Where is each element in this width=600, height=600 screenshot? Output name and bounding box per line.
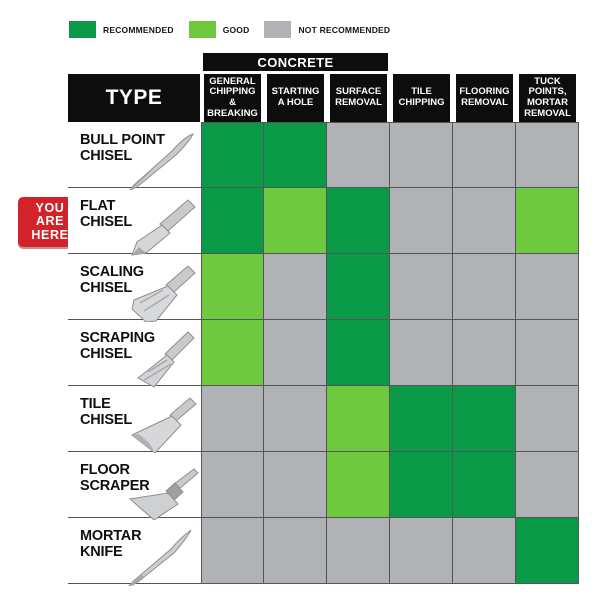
status-cell [390,452,453,518]
status-cell [327,320,390,386]
status-cell [453,518,516,584]
not_recommended-swatch-icon [264,21,292,38]
row-label: SCALING CHISEL [80,264,144,296]
status-cell [516,320,579,386]
status-cell [264,386,327,452]
type-column-header: TYPE [68,74,200,122]
status-cell [516,386,579,452]
status-cell [516,254,579,320]
legend-item: RECOMMENDED [69,21,174,38]
row-label-cell: FLAT CHISEL [68,188,201,256]
status-cell [453,452,516,518]
status-cell [516,188,579,254]
legend-label: RECOMMENDED [103,24,174,35]
status-cell [327,254,390,320]
mortar-knife-icon [127,528,199,587]
status-cell [264,320,327,386]
status-cell [516,452,579,518]
column-header: GENERAL CHIPPING & BREAKING [204,74,261,122]
status-cell [264,518,327,584]
status-cell [201,452,264,518]
status-cell [264,188,327,254]
flat-chisel-icon [127,198,199,256]
row-label-cell: SCALING CHISEL [68,254,201,323]
legend-item: GOOD [188,21,250,38]
status-cell [453,254,516,320]
row-label-cell: BULL POINT CHISEL [68,122,201,191]
status-cell [201,518,264,584]
status-cell [453,320,516,386]
status-cell [516,122,579,188]
scaling-chisel-icon [127,264,199,323]
status-cell [453,188,516,254]
row-label: MORTAR KNIFE [80,528,142,560]
recommended-swatch-icon [69,21,96,38]
status-cell [327,386,390,452]
status-cell [201,122,264,188]
status-cell [390,320,453,386]
status-cell [201,188,264,254]
status-cell [201,386,264,452]
column-header: SURFACE REMOVAL [330,74,387,122]
row-label: FLAT CHISEL [80,198,132,230]
legend-label: GOOD [222,24,250,35]
row-label-cell: SCRAPING CHISEL [68,320,201,388]
row-label: FLOOR SCRAPER [80,462,150,494]
status-cell [264,254,327,320]
status-cell [390,518,453,584]
column-header: STARTING A HOLE [267,74,324,122]
status-cell [201,320,264,386]
column-header-row: TYPE GENERAL CHIPPING & BREAKING STARTING… [68,74,580,122]
legend-label: NOT RECOMMENDED [298,24,391,35]
status-cell [264,122,327,188]
status-cell [390,188,453,254]
status-cell [201,254,264,320]
matrix-body: BULL POINT CHISEL FLAT CHISEL SCALING CHIS… [68,122,579,587]
row-label-cell: TILE CHISEL [68,386,201,454]
row-label-cell: MORTAR KNIFE [68,518,201,587]
column-header: TILE CHIPPING [393,74,450,122]
good-swatch-icon [188,21,216,38]
status-cell [327,518,390,584]
column-header: FLOORING REMOVAL [456,74,513,122]
row-label-cell: FLOOR SCRAPER [68,452,201,521]
row-label: TILE CHISEL [80,396,132,428]
scraping-chisel-icon [127,330,199,388]
column-header: TUCK POINTS, MORTAR REMOVAL [519,74,576,122]
status-cell [453,122,516,188]
status-cell [453,386,516,452]
status-cell [390,254,453,320]
tile-chisel-icon [127,396,199,454]
bull-point-chisel-icon [127,132,199,191]
status-cell [390,122,453,188]
row-label: BULL POINT CHISEL [80,132,165,164]
legend: RECOMMENDED GOOD NOT RECOMMENDED [69,21,390,38]
comparison-table: CONCRETE TYPE GENERAL CHIPPING & BREAKIN… [68,53,580,587]
status-cell [390,386,453,452]
status-cell [264,452,327,518]
legend-item: NOT RECOMMENDED [264,21,390,38]
concrete-group-header: CONCRETE [203,53,388,71]
status-cell [327,452,390,518]
row-label: SCRAPING CHISEL [80,330,155,362]
floor-scraper-icon [127,462,199,521]
status-cell [327,122,390,188]
status-cell [516,518,579,584]
status-cell [327,188,390,254]
